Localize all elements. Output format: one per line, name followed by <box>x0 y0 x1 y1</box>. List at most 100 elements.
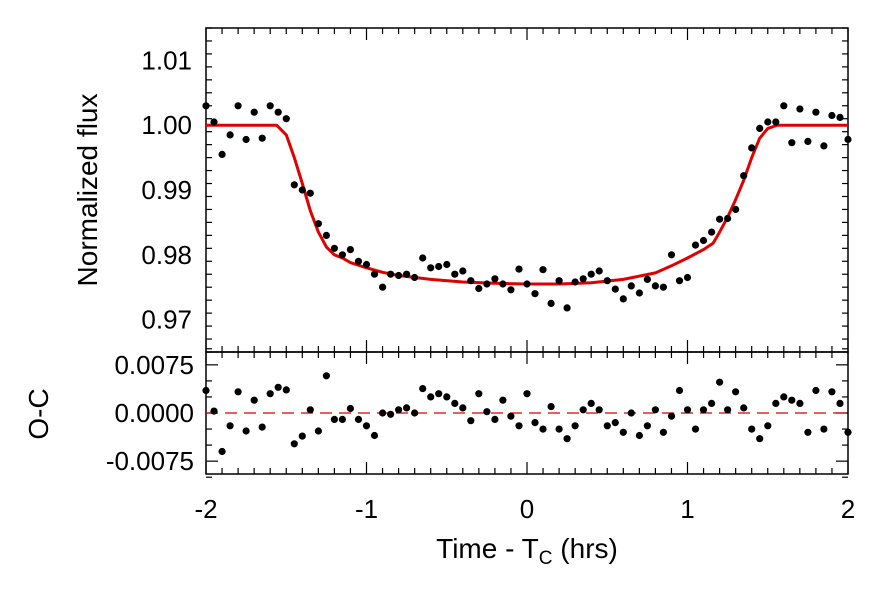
residual-point <box>274 383 282 391</box>
flux-point <box>716 215 724 223</box>
top-y-tick-label: 1.01 <box>141 45 192 75</box>
bottom-y-tick-label: 0.0000 <box>114 398 194 428</box>
residual-point <box>788 396 796 404</box>
residual-point <box>370 431 379 440</box>
flux-point <box>427 264 435 272</box>
residual-point <box>780 393 788 401</box>
residual-point <box>322 372 330 380</box>
residual-point <box>531 419 539 427</box>
flux-point <box>322 231 330 239</box>
residual-point <box>571 422 579 430</box>
residual-point <box>619 428 627 436</box>
residual-point <box>587 399 595 407</box>
x-tick-labels: -2 -1 0 1 2 <box>194 494 855 524</box>
flux-point <box>772 118 780 126</box>
flux-point <box>419 254 427 262</box>
flux-point <box>266 102 274 110</box>
flux-point <box>403 270 411 278</box>
flux-point <box>443 260 451 269</box>
bottom-y-tick-labels: 0.0075 0.0000 -0.0075 <box>106 350 194 476</box>
residual-point <box>507 412 515 420</box>
flux-point <box>491 275 499 283</box>
residual-point <box>379 409 387 417</box>
residual-point <box>330 415 338 423</box>
flux-point <box>643 275 652 283</box>
flux-point <box>242 135 250 144</box>
residual-point <box>218 447 226 456</box>
residual-point <box>635 431 644 440</box>
flux-point <box>411 273 419 282</box>
residual-point <box>659 428 668 436</box>
top-y-tick-label: 0.97 <box>141 305 192 335</box>
flux-point <box>483 280 491 288</box>
residual-point <box>699 406 708 414</box>
x-tick-label: -1 <box>355 494 378 524</box>
residual-point <box>427 393 435 401</box>
residual-point <box>282 386 290 394</box>
residual-point <box>250 396 258 404</box>
residual-point <box>691 425 700 433</box>
flux-point <box>338 251 346 259</box>
top-y-tick-label: 0.99 <box>141 175 192 205</box>
flux-point <box>467 277 475 285</box>
residual-point <box>475 390 483 398</box>
residual-point <box>202 386 210 395</box>
flux-point <box>387 270 395 278</box>
x-tick-label: 2 <box>841 494 855 524</box>
flux-point <box>362 260 371 269</box>
flux-point <box>475 284 483 293</box>
residual-point <box>258 423 266 431</box>
residual-point <box>724 406 732 414</box>
flux-point <box>298 186 306 194</box>
residual-point <box>651 406 660 414</box>
flux-point <box>314 220 322 228</box>
flux-point <box>619 295 627 303</box>
residual-point <box>266 390 274 398</box>
flux-point <box>523 280 531 288</box>
top-y-tick-label: 1.00 <box>141 110 192 140</box>
top-y-axis-title: Normalized flux <box>72 94 103 287</box>
flux-point <box>659 283 668 291</box>
bottom-y-tick-label: -0.0075 <box>106 446 194 476</box>
top-panel-ticks <box>205 27 849 353</box>
residual-point <box>290 440 298 448</box>
flux-point <box>635 289 644 297</box>
residual-point <box>820 425 828 433</box>
flux-point <box>226 131 234 139</box>
residual-point <box>836 399 844 407</box>
residual-point <box>716 378 724 386</box>
flux-point <box>699 236 708 245</box>
flux-point <box>571 278 579 286</box>
flux-point <box>820 142 828 150</box>
top-y-tick-label: 0.98 <box>141 240 192 270</box>
flux-point <box>627 282 635 290</box>
residual-point <box>346 404 354 413</box>
flux-point <box>274 108 282 116</box>
residual-point <box>740 404 748 412</box>
residual-data-points <box>202 372 852 456</box>
residual-point <box>523 390 531 398</box>
flux-point <box>691 241 700 249</box>
residual-point <box>772 399 780 407</box>
flux-point <box>250 108 258 116</box>
residual-point <box>411 409 419 417</box>
residual-point <box>499 396 507 404</box>
residual-point <box>467 417 475 425</box>
flux-point <box>611 285 619 293</box>
flux-point <box>675 277 684 285</box>
flux-point <box>234 102 242 110</box>
residual-point <box>796 399 804 407</box>
flux-point <box>258 134 266 142</box>
residual-point <box>539 425 547 433</box>
flux-point <box>330 244 338 252</box>
flux-point <box>804 137 812 145</box>
residual-point <box>804 428 812 436</box>
bottom-y-tick-label: 0.0075 <box>114 350 194 380</box>
residual-point <box>387 410 395 418</box>
residual-point <box>491 415 499 423</box>
bottom-y-axis-title: O-C <box>23 388 54 439</box>
residual-point <box>756 435 764 443</box>
residual-point <box>579 406 587 414</box>
flux-point <box>547 299 555 307</box>
